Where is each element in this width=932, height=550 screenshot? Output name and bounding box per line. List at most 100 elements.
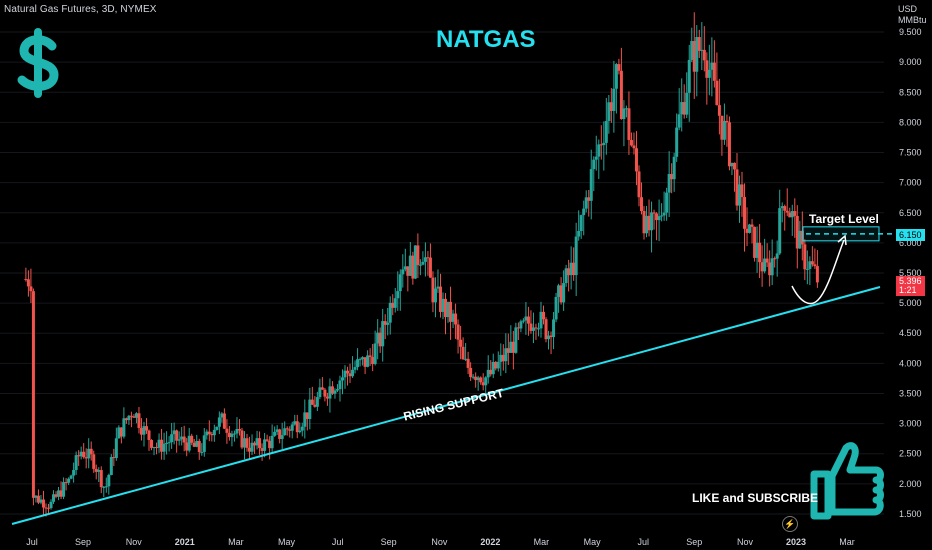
candle-body: [637, 171, 641, 198]
x-tick-label: May: [584, 537, 602, 547]
candle-body: [732, 162, 736, 170]
candle-body: [798, 230, 802, 249]
candle-body: [340, 377, 344, 381]
y-tick-label: 1.500: [899, 509, 922, 519]
candle-body: [197, 440, 201, 453]
candle-body: [72, 469, 76, 476]
candle-body: [813, 264, 817, 267]
candle-body: [177, 439, 181, 441]
candle-body: [471, 376, 475, 378]
candle-body: [753, 226, 757, 258]
candle-body: [132, 416, 136, 418]
candle-body: [172, 430, 176, 435]
candle-body: [185, 442, 189, 451]
candle-body: [599, 144, 603, 146]
candle-body: [660, 215, 664, 217]
candle-body: [343, 370, 347, 378]
lightning-icon[interactable]: ⚡: [782, 516, 798, 532]
candle-body: [406, 266, 410, 276]
candle-body: [300, 426, 304, 431]
candle-body: [544, 319, 548, 340]
y-tick-label: 2.500: [899, 449, 922, 459]
candle-body: [416, 245, 420, 266]
candle-body: [504, 348, 508, 362]
candle-body: [288, 429, 292, 431]
candle-body: [740, 184, 744, 198]
y-tick-label: 6.500: [899, 208, 922, 218]
candle-body: [511, 341, 515, 353]
candle-body: [335, 389, 339, 391]
candle-body: [62, 482, 66, 497]
candle-body: [124, 418, 128, 421]
candle-body: [371, 357, 375, 365]
candle-body: [150, 439, 154, 448]
candle-body: [542, 311, 546, 320]
candle-body: [685, 92, 689, 115]
rising-support-line: [11, 286, 881, 525]
candle-body: [293, 421, 297, 425]
candle-body: [34, 495, 38, 498]
candle-body: [260, 448, 264, 451]
candle-body: [594, 156, 598, 160]
candle-body: [446, 301, 450, 318]
candle-body: [353, 367, 357, 370]
y-tick-label: 3.500: [899, 388, 922, 398]
candle-body: [562, 283, 566, 303]
candle-body: [617, 64, 621, 71]
candle-body: [330, 386, 334, 394]
candle-body: [396, 291, 400, 299]
candle-body: [476, 377, 480, 381]
candle-body: [187, 435, 191, 451]
candle-body: [77, 455, 81, 457]
candle-body: [501, 354, 505, 362]
candle-body: [104, 486, 108, 488]
candle-body: [408, 255, 412, 276]
y-tick-label: 8.000: [899, 117, 922, 127]
candle-body: [182, 436, 186, 443]
candle-body: [717, 105, 721, 116]
candle-body: [310, 399, 314, 405]
candle-body: [657, 216, 661, 221]
y-tick-label: 9.000: [899, 57, 922, 67]
candle-body: [52, 494, 56, 502]
candle-body: [516, 327, 520, 329]
candle-body: [451, 313, 455, 322]
candle-body: [413, 245, 417, 279]
candle-body: [165, 442, 169, 444]
candle-body: [192, 442, 196, 447]
candle-body: [298, 430, 302, 433]
candle-body: [758, 242, 762, 263]
candle-body: [212, 429, 216, 436]
candle-body: [582, 208, 586, 216]
candle-body: [99, 470, 103, 488]
candle-body: [697, 37, 701, 51]
candle-body: [506, 348, 510, 353]
like-subscribe-text: LIKE and SUBSCRIBE: [692, 491, 819, 505]
candle-body: [609, 102, 613, 111]
candle-body: [803, 244, 807, 270]
x-tick-label: May: [278, 537, 296, 547]
candle-body: [278, 429, 282, 439]
candle-body: [441, 298, 445, 312]
candle-body: [217, 417, 221, 427]
candle-body: [403, 266, 407, 270]
candle-body: [263, 439, 267, 451]
candle-body: [190, 435, 194, 443]
candle-body: [170, 434, 174, 443]
candle-body: [479, 377, 483, 383]
candle-body: [444, 298, 448, 318]
y-tick-label: 4.500: [899, 328, 922, 338]
candle-body: [529, 323, 533, 331]
candle-body: [24, 279, 28, 281]
candle-body: [358, 359, 362, 361]
candle-body: [730, 162, 734, 167]
x-tick-label: 2021: [175, 537, 195, 547]
y-tick-label: 5.000: [899, 298, 922, 308]
candle-body: [665, 192, 669, 213]
candle-body: [356, 359, 360, 368]
candle-body: [634, 148, 638, 172]
candle-body: [242, 438, 246, 448]
candle-body: [788, 212, 792, 218]
candle-body: [461, 346, 465, 360]
